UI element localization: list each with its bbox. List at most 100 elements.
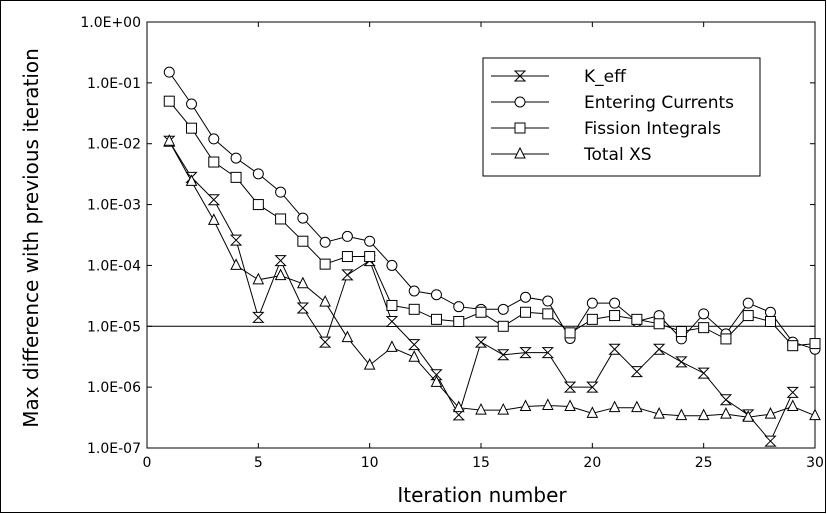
data-point-k-eff <box>541 347 555 359</box>
data-point-k-eff <box>719 394 733 406</box>
series-entering-currents <box>163 66 821 355</box>
data-point-entering-currents <box>453 301 465 313</box>
x-tick-label: 10 <box>361 455 379 471</box>
y-tick-label: 1.0E-02 <box>87 137 141 153</box>
data-point-fission-integrals <box>787 340 799 352</box>
data-point-fission-integrals <box>430 313 442 325</box>
data-point-entering-currents <box>764 306 776 318</box>
data-point-fission-integrals <box>319 258 331 270</box>
data-point-entering-currents <box>230 152 242 164</box>
data-point-total-xs <box>252 272 265 285</box>
data-point-total-xs <box>163 134 176 146</box>
data-point-entering-currents <box>364 235 376 247</box>
x-axis-label: Iteration number <box>397 483 567 507</box>
data-point-total-xs <box>319 294 331 307</box>
data-point-fission-integrals <box>453 315 465 327</box>
data-point-k-eff <box>385 315 399 327</box>
data-point-fission-integrals <box>542 308 554 320</box>
legend-marker-fission-integrals <box>514 122 526 134</box>
data-point-fission-integrals <box>675 326 687 338</box>
legend-label-fission-integrals: Fission Integrals <box>584 119 721 139</box>
data-point-k-eff <box>608 343 621 355</box>
data-point-total-xs <box>430 375 443 387</box>
data-point-total-xs <box>564 399 576 412</box>
data-point-fission-integrals <box>520 306 532 318</box>
data-point-fission-integrals <box>230 171 242 183</box>
series-k-eff <box>163 135 799 447</box>
data-point-total-xs <box>475 402 487 415</box>
data-point-k-eff <box>430 369 443 381</box>
data-point-entering-currents <box>586 297 598 309</box>
data-point-entering-currents <box>408 285 420 297</box>
data-point-k-eff <box>497 349 510 361</box>
data-point-total-xs <box>408 350 421 362</box>
data-point-total-xs <box>341 330 354 343</box>
data-point-fission-integrals <box>208 156 220 168</box>
data-point-fission-integrals <box>497 320 509 332</box>
data-point-total-xs <box>586 406 599 418</box>
legend: K_eff Entering Currents Fission Integrals T… <box>482 57 761 177</box>
data-point-k-eff <box>697 367 710 379</box>
data-point-fission-integrals <box>809 338 821 350</box>
data-point-total-xs <box>786 399 799 412</box>
data-point-k-eff <box>586 381 599 393</box>
x-axis: 0 5 10 15 20 25 30 <box>143 22 824 471</box>
data-point-total-xs <box>207 213 220 225</box>
data-point-fission-integrals <box>408 303 420 315</box>
data-point-k-eff <box>341 269 354 281</box>
data-point-entering-currents <box>609 297 621 309</box>
data-point-fission-integrals <box>609 310 621 322</box>
data-point-k-eff <box>452 409 465 421</box>
y-tick-label: 1.0E-06 <box>87 380 141 396</box>
data-point-fission-integrals <box>586 313 598 325</box>
data-point-total-xs <box>631 400 643 413</box>
data-point-total-xs <box>809 408 821 421</box>
data-point-entering-currents <box>698 308 710 320</box>
data-point-k-eff <box>274 255 287 267</box>
data-point-total-xs <box>452 400 465 413</box>
data-point-total-xs <box>653 407 665 419</box>
data-point-k-eff <box>407 339 421 351</box>
data-point-fission-integrals <box>252 199 264 211</box>
data-point-entering-currents <box>163 66 175 78</box>
data-point-fission-integrals <box>653 318 665 330</box>
data-point-k-eff <box>652 343 666 355</box>
data-point-fission-integrals <box>764 315 776 327</box>
legend-marker-total-xs <box>514 146 526 159</box>
x-tick-label: 5 <box>254 455 263 471</box>
data-point-entering-currents <box>430 289 442 301</box>
x-tick-label: 30 <box>806 455 824 471</box>
legend-box <box>482 57 761 177</box>
data-point-entering-currents <box>208 133 220 145</box>
data-point-entering-currents <box>319 236 331 248</box>
data-point-entering-currents <box>542 295 554 307</box>
x-tick-label: 20 <box>583 455 601 471</box>
data-point-total-xs <box>497 402 510 415</box>
data-point-total-xs <box>363 358 376 370</box>
data-point-fission-integrals <box>631 313 643 325</box>
data-point-fission-integrals <box>275 213 287 225</box>
data-point-k-eff <box>786 386 799 398</box>
x-tick-label: 25 <box>695 455 713 471</box>
data-point-k-eff <box>474 336 488 348</box>
data-point-fission-integrals <box>163 95 175 107</box>
data-point-entering-currents <box>275 186 287 198</box>
series-fission-integrals <box>163 95 821 352</box>
series-line-k-eff <box>168 140 794 443</box>
legend-label-entering-currents: Entering Currents <box>584 93 734 113</box>
y-tick-label: 1.0E-03 <box>87 198 141 214</box>
data-point-total-xs <box>519 399 532 412</box>
legend-marker-k-eff <box>513 70 527 82</box>
data-point-total-xs <box>675 408 688 421</box>
series-total-xs <box>163 134 821 422</box>
y-tick-label: 1.0E+00 <box>80 15 141 31</box>
legend-label-total-xs: Total XS <box>583 145 652 165</box>
data-point-total-xs <box>541 398 554 410</box>
data-point-entering-currents <box>386 259 398 271</box>
y-tick-label: 1.0E-05 <box>87 319 141 335</box>
data-point-total-xs <box>720 407 732 419</box>
data-point-total-xs <box>274 268 287 281</box>
data-point-entering-currents <box>186 98 198 110</box>
